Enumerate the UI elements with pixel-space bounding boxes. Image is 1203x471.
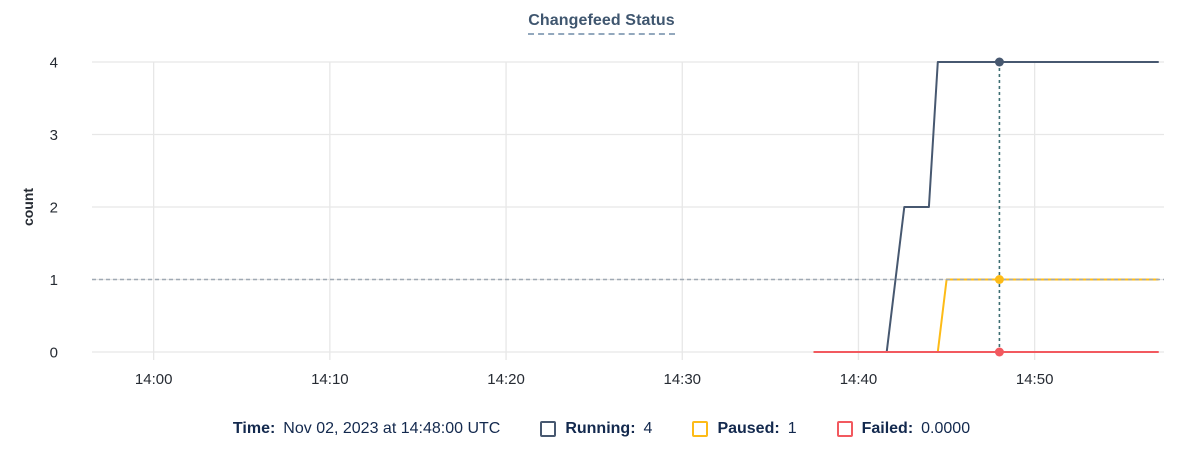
hover-dot-paused	[994, 275, 1004, 284]
x-tick-label: 14:40	[840, 371, 878, 388]
legend-item-running: Running: 4	[540, 420, 652, 438]
x-tick-label: 14:30	[663, 371, 701, 388]
failed-label: Failed:	[861, 420, 914, 437]
paused-value: 1	[787, 420, 797, 437]
y-tick-label: 2	[50, 200, 58, 217]
failed-value: 0.0000	[921, 420, 971, 437]
x-tick-label: 14:10	[311, 371, 349, 388]
hover-time: Time: Nov 02, 2023 at 14:48:00 UTC	[233, 420, 500, 438]
legend-item-failed: Failed: 0.0000	[836, 420, 971, 438]
y-tick-label: 3	[50, 127, 58, 144]
x-tick-label: 14:50	[1016, 371, 1054, 388]
chart-title[interactable]: Changefeed Status	[528, 12, 675, 35]
running-swatch-icon	[540, 421, 557, 437]
series-line-paused	[813, 278, 1159, 353]
x-tick-label: 14:00	[135, 371, 173, 388]
paused-label: Paused:	[717, 420, 780, 437]
time-label: Time:	[232, 420, 276, 437]
x-tick-label: 14:20	[487, 371, 525, 388]
legend-item-paused: Paused: 1	[692, 420, 797, 438]
chart-header: Changefeed Status	[0, 12, 1203, 35]
y-tick-label: 4	[50, 55, 58, 72]
time-value: Nov 02, 2023 at 14:48:00 UTC	[283, 420, 501, 437]
changefeed-status-chart[interactable]: 0 1 2 3 4 14:00 14:10 14:20 14:30 14:40 14:50 count	[0, 4, 1203, 404]
y-tick-label: 1	[50, 272, 58, 289]
y-axis-label: count	[20, 188, 36, 226]
running-value: 4	[643, 420, 653, 437]
y-tick-label: 0	[50, 345, 58, 362]
hover-legend: Time: Nov 02, 2023 at 14:48:00 UTC Runni…	[0, 420, 1203, 438]
hover-dot-running	[994, 57, 1004, 67]
running-label: Running:	[565, 420, 636, 437]
paused-swatch-icon	[692, 421, 709, 437]
hover-dot-failed	[994, 347, 1004, 357]
failed-swatch-icon	[836, 421, 853, 437]
